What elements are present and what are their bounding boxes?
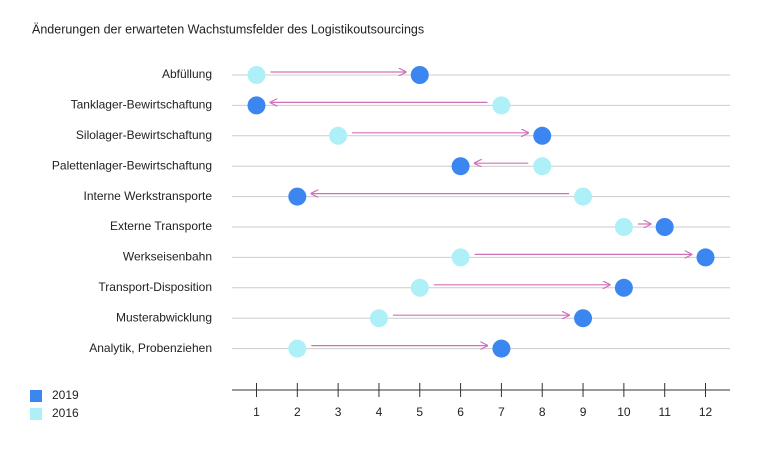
legend-swatch [30, 408, 42, 420]
y-tick-label: Silolager-Bewirtschaftung [76, 128, 212, 142]
x-tick-label: 7 [498, 405, 505, 419]
x-tick-label: 2 [294, 405, 301, 419]
x-tick-label: 9 [580, 405, 587, 419]
legend-label: 2019 [52, 388, 79, 402]
y-tick-label: Interne Werkstransporte [83, 189, 212, 203]
dot [288, 187, 307, 206]
dot [288, 339, 307, 358]
x-tick-label: 1 [253, 405, 260, 419]
x-tick-label: 11 [658, 405, 671, 419]
dot [533, 157, 552, 176]
dot [533, 126, 552, 145]
dot [410, 66, 429, 84]
y-tick-label: Palettenlager-Bewirtschaftung [52, 158, 212, 172]
x-tick-label: 3 [335, 405, 342, 419]
y-tick-label: Abfüllung [162, 67, 212, 81]
legend-swatch [30, 390, 42, 402]
y-tick-label: Werkseisenbahn [123, 250, 212, 264]
x-tick-label: 8 [539, 405, 546, 419]
dot [492, 339, 511, 358]
x-tick-label: 6 [457, 405, 464, 419]
dot [574, 187, 593, 206]
dot [369, 309, 388, 328]
dot [614, 278, 633, 297]
y-tick-label: Transport-Disposition [98, 280, 212, 294]
dot [696, 248, 715, 267]
y-tick-label: Tanklager-Bewirtschaftung [71, 98, 212, 112]
dot [451, 157, 470, 176]
legend-label: 2016 [52, 406, 79, 420]
dot [655, 218, 674, 236]
dot [329, 126, 348, 145]
dot [410, 278, 429, 297]
dot [247, 66, 266, 84]
chart-title: Änderungen der erwarteten Wachstumsfelde… [32, 22, 424, 36]
x-tick-label: 12 [699, 405, 713, 419]
dot [492, 96, 511, 115]
dot [574, 309, 593, 328]
y-tick-label: Musterabwicklung [116, 310, 212, 324]
y-tick-label: Analytik, Probenziehen [89, 341, 212, 355]
x-tick-label: 10 [617, 405, 631, 419]
y-tick-label: Externe Transporte [110, 219, 212, 233]
dot [614, 218, 633, 236]
x-tick-label: 4 [376, 405, 383, 419]
x-tick-label: 5 [416, 405, 423, 419]
dot [247, 96, 266, 115]
dot [451, 248, 470, 267]
